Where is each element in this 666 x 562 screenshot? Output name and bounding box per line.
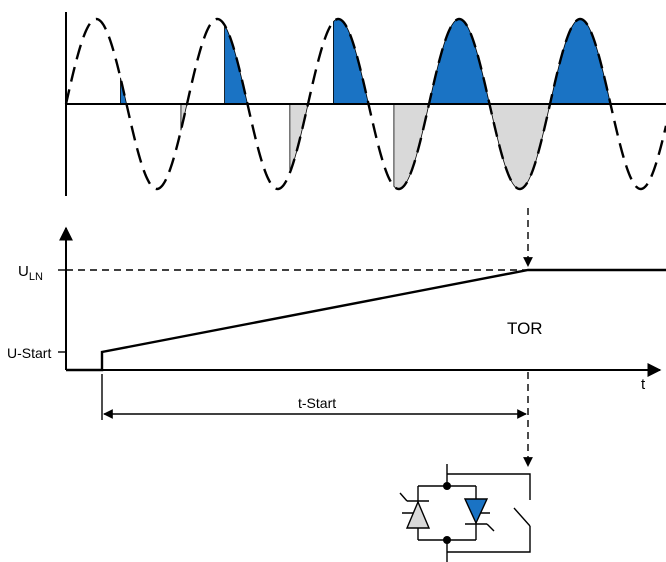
negative-conduction-fill bbox=[393, 103, 430, 190]
node-top bbox=[443, 482, 451, 490]
t-axis-label: t bbox=[641, 376, 646, 393]
ramp-panel: ULN U-Start t TOR bbox=[7, 226, 666, 393]
supply-voltage-sine-wave bbox=[64, 17, 666, 191]
u-ln-label: ULN bbox=[18, 263, 43, 283]
u-start-label: U-Start bbox=[7, 345, 51, 361]
t-start-dimension: t-Start bbox=[101, 374, 527, 420]
thyristor-blue-icon bbox=[463, 498, 495, 532]
positive-conduction-fill bbox=[332, 18, 370, 105]
voltage-ramp-curve bbox=[66, 268, 666, 372]
node-bottom bbox=[443, 536, 451, 544]
t-start-label: t-Start bbox=[298, 395, 336, 411]
thyristor-circuit bbox=[399, 464, 531, 562]
tor-label: TOR bbox=[507, 319, 543, 338]
waveform-panel bbox=[64, 12, 666, 196]
switch-contact-icon bbox=[513, 507, 531, 527]
thyristor-gray-icon bbox=[399, 492, 431, 529]
